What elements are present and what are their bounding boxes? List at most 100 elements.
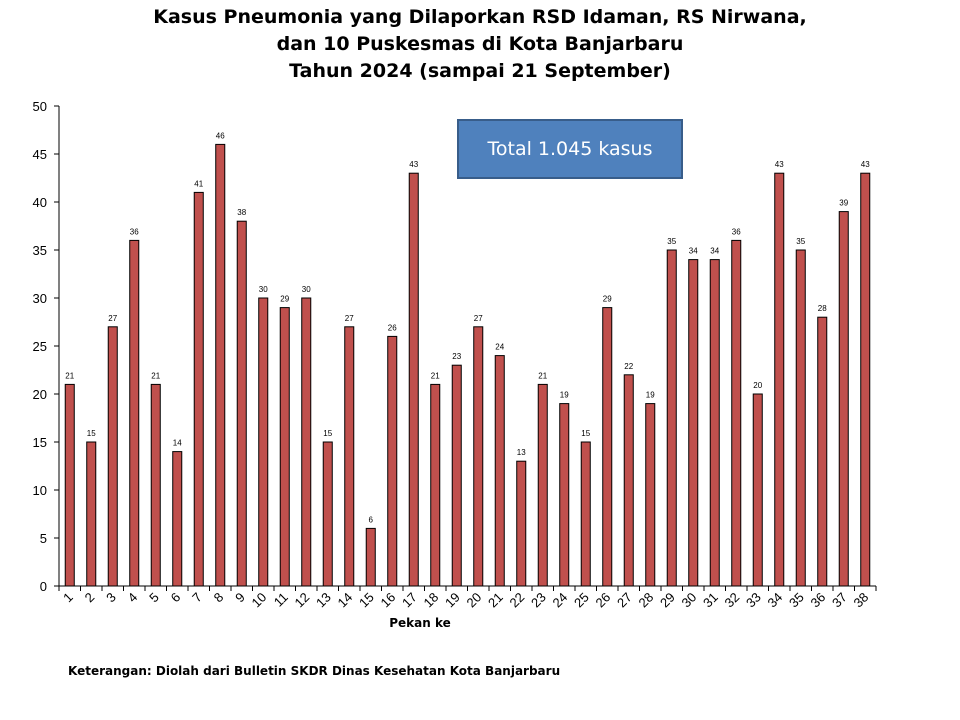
- x-tick-label: 24: [550, 590, 571, 611]
- data-label: 15: [87, 429, 96, 438]
- x-tick-label: 10: [249, 590, 270, 611]
- data-label: 27: [474, 314, 483, 323]
- data-label: 34: [710, 247, 719, 256]
- x-tick-label: 27: [614, 590, 635, 611]
- data-label: 29: [280, 295, 289, 304]
- data-label: 14: [173, 439, 182, 448]
- bar: [666, 249, 677, 587]
- x-tick-label: 26: [593, 590, 614, 611]
- x-tick-label: 23: [528, 590, 549, 611]
- bar: [645, 403, 656, 587]
- data-label: 21: [151, 371, 160, 380]
- x-axis-label: Pekan ke: [389, 616, 451, 630]
- bar: [215, 143, 226, 587]
- data-label: 35: [796, 237, 805, 246]
- bar: [731, 239, 742, 587]
- data-label: 21: [431, 371, 440, 380]
- bar: [279, 307, 290, 587]
- data-label: 35: [667, 237, 676, 246]
- x-tick-label: 6: [168, 590, 184, 606]
- y-tick-label: 30: [33, 291, 47, 306]
- x-tick-label: 18: [421, 590, 442, 611]
- data-label: 39: [839, 199, 848, 208]
- bar: [172, 451, 183, 587]
- x-tick-label: 13: [313, 590, 334, 611]
- data-label: 38: [237, 208, 246, 217]
- bar: [258, 297, 269, 587]
- x-tick-label: 38: [851, 590, 872, 611]
- data-label: 21: [65, 371, 74, 380]
- bar: [860, 172, 871, 587]
- x-tick-label: 16: [378, 590, 399, 611]
- data-label: 43: [775, 160, 784, 169]
- bar: [107, 326, 118, 587]
- x-tick-label: 31: [700, 590, 721, 611]
- bar: [774, 172, 785, 587]
- x-tick-label: 22: [507, 590, 528, 611]
- bar: [387, 335, 398, 587]
- data-label: 29: [603, 295, 612, 304]
- bar: [516, 460, 527, 587]
- bar: [408, 172, 419, 587]
- data-label: 19: [560, 391, 569, 400]
- bar: [451, 364, 462, 587]
- x-tick-label: 14: [335, 590, 356, 611]
- bar: [193, 191, 204, 587]
- x-tick-label: 11: [271, 590, 291, 610]
- x-tick-label: 19: [442, 590, 463, 611]
- y-tick-label: 40: [33, 195, 47, 210]
- bar: [817, 316, 828, 587]
- data-label: 30: [302, 285, 311, 294]
- y-tick-label: 10: [33, 483, 47, 498]
- bar: [236, 220, 247, 587]
- x-tick-label: 28: [636, 590, 657, 611]
- data-label: 19: [646, 391, 655, 400]
- data-label: 26: [388, 323, 397, 332]
- bar: [580, 441, 591, 587]
- data-label: 30: [259, 285, 268, 294]
- x-tick-label: 36: [808, 590, 829, 611]
- total-annotation-box: Total 1.045 kasus: [457, 119, 683, 179]
- data-label: 27: [345, 314, 354, 323]
- chart-title: Kasus Pneumonia yang Dilaporkan RSD Idam…: [0, 4, 960, 85]
- y-tick-label: 15: [33, 435, 47, 450]
- bar: [301, 297, 312, 587]
- bar: [344, 326, 355, 587]
- bar: [365, 527, 376, 587]
- bar: [602, 307, 613, 587]
- x-tick-label: 30: [679, 590, 700, 611]
- x-tick-label: 21: [485, 590, 506, 611]
- x-tick-label: 29: [657, 590, 678, 611]
- bar: [752, 393, 763, 587]
- data-label: 43: [409, 160, 418, 169]
- bar: [709, 259, 720, 587]
- data-label: 41: [194, 179, 203, 188]
- chart-title-line-2: dan 10 Puskesmas di Kota Banjarbaru: [276, 33, 684, 55]
- x-tick-label: 8: [211, 590, 227, 606]
- data-label: 13: [517, 448, 526, 457]
- bar: [322, 441, 333, 587]
- x-tick-label: 3: [103, 590, 119, 606]
- x-tick-label: 20: [464, 590, 485, 611]
- x-tick-label: 7: [189, 590, 205, 606]
- x-tick-label: 12: [292, 590, 313, 611]
- data-label: 20: [753, 381, 762, 390]
- data-label: 23: [452, 352, 461, 361]
- x-tick-label: 1: [60, 590, 76, 606]
- y-tick-label: 50: [33, 99, 47, 114]
- bar: [150, 383, 161, 587]
- data-label: 28: [818, 304, 827, 313]
- x-tick-label: 4: [125, 590, 141, 606]
- x-tick-label: 5: [146, 590, 162, 606]
- data-label: 21: [538, 371, 547, 380]
- data-label: 34: [689, 247, 698, 256]
- bar: [559, 403, 570, 587]
- bar: [795, 249, 806, 587]
- data-label: 22: [624, 362, 633, 371]
- bar: [86, 441, 97, 587]
- y-tick-label: 45: [33, 147, 47, 162]
- data-label: 36: [732, 227, 741, 236]
- x-tick-label: 15: [356, 590, 377, 611]
- y-tick-label: 5: [40, 531, 47, 546]
- x-tick-label: 37: [829, 590, 850, 611]
